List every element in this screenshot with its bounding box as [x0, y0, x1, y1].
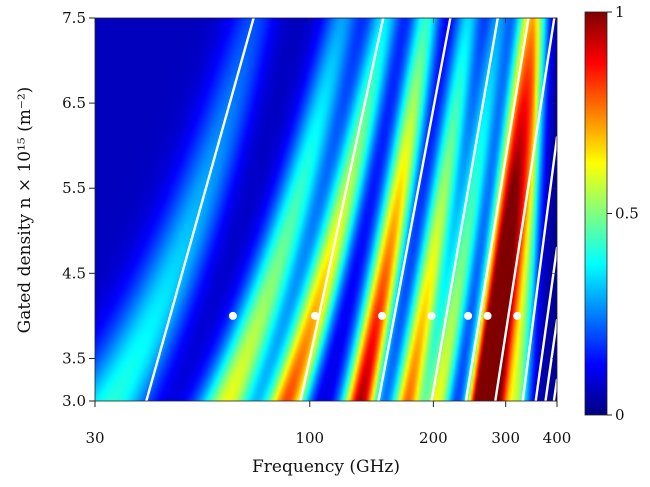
- resonance-line: [494, 18, 556, 401]
- y-tick-label: 6.5: [62, 94, 86, 112]
- resonance-line: [377, 18, 452, 401]
- resonance-line: [521, 135, 557, 401]
- resonance-line: [145, 18, 255, 401]
- marker-point: [483, 311, 492, 320]
- x-axis-label: Frequency (GHz): [252, 457, 400, 477]
- x-tick-label: 400: [543, 429, 572, 447]
- resonance-line: [552, 378, 557, 401]
- x-tick-label: 200: [419, 429, 448, 447]
- colorbar-tick-label: 1: [615, 3, 625, 21]
- resonance-line: [430, 18, 499, 401]
- marker-point: [513, 311, 522, 320]
- plot-area: [95, 18, 557, 401]
- marker-point: [378, 311, 387, 320]
- resonance-line: [544, 318, 557, 401]
- colorbar-tick-label: 0: [615, 406, 625, 424]
- x-tick-label: 30: [85, 429, 104, 447]
- resonance-lines: [145, 18, 557, 401]
- y-tick-label: 5.5: [62, 179, 86, 197]
- y-tick-label: 3.5: [62, 349, 86, 367]
- x-tick-label: 100: [295, 429, 324, 447]
- y-tick-label: 3.0: [62, 392, 86, 410]
- plot-frame: [94, 17, 558, 402]
- colorbar-tick-label: 0.5: [615, 205, 639, 223]
- marker-points: [228, 311, 522, 320]
- marker-point: [228, 311, 237, 320]
- marker-point: [464, 311, 473, 320]
- y-tick-label: 4.5: [62, 264, 86, 282]
- heatmap-image: [95, 18, 557, 401]
- y-axis: 3.0 3.5 4.5 5.5 6.5 7.5: [62, 9, 557, 410]
- resonance-line: [464, 18, 530, 401]
- marker-point: [427, 311, 436, 320]
- y-axis-label: Gated density n × 10¹⁵ (m⁻²): [15, 87, 35, 334]
- marker-point: [311, 311, 320, 320]
- x-tick-label: 300: [491, 429, 520, 447]
- colorbar-scale: [584, 11, 608, 416]
- colorbar: 00.51: [584, 3, 639, 424]
- resonance-line: [299, 18, 385, 401]
- y-tick-label: 7.5: [62, 9, 86, 27]
- colorbar-ticks: 00.51: [607, 3, 639, 424]
- x-axis: 30 100 200 300 400: [85, 18, 571, 447]
